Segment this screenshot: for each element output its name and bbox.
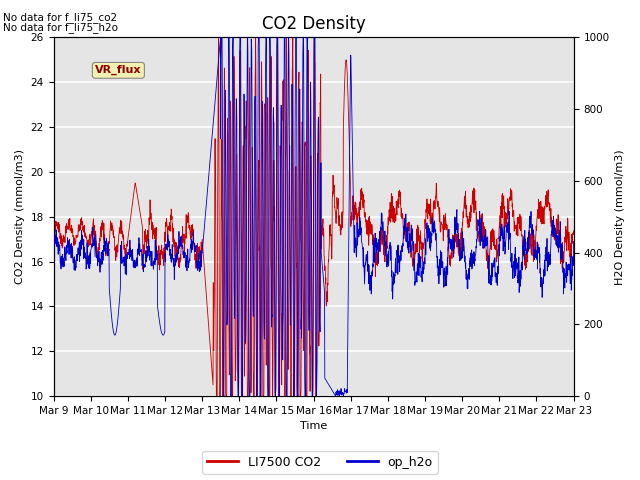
Text: No data for f_li75_co2: No data for f_li75_co2: [3, 12, 117, 23]
Text: VR_flux: VR_flux: [95, 65, 141, 75]
Text: No data for f_li75_h2o: No data for f_li75_h2o: [3, 22, 118, 33]
X-axis label: Time: Time: [300, 421, 327, 432]
Legend: LI7500 CO2, op_h2o: LI7500 CO2, op_h2o: [202, 451, 438, 474]
Title: CO2 Density: CO2 Density: [262, 15, 365, 33]
Y-axis label: H2O Density (mmol/m3): H2O Density (mmol/m3): [615, 149, 625, 285]
Y-axis label: CO2 Density (mmol/m3): CO2 Density (mmol/m3): [15, 149, 25, 284]
